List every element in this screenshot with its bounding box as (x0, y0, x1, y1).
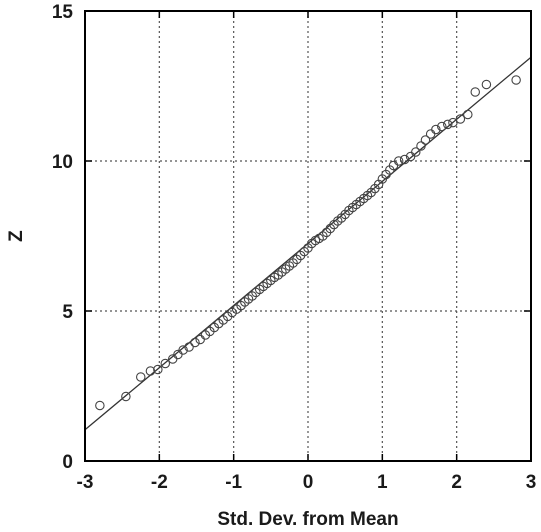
data-point (470, 87, 480, 97)
data-point (511, 75, 521, 85)
x-tick-label: 1 (377, 472, 388, 493)
data-point (455, 114, 466, 124)
data-point (442, 119, 453, 130)
data-point (95, 400, 105, 411)
data-point (145, 366, 156, 376)
data-point (393, 156, 404, 166)
data-point (481, 79, 492, 90)
x-tick-label: 2 (451, 472, 462, 493)
x-tick-label: -3 (77, 472, 94, 493)
data-point (160, 358, 171, 369)
grid (85, 11, 531, 461)
data-point (178, 345, 188, 355)
data-point (399, 154, 410, 165)
data-point (153, 364, 163, 375)
data-point (416, 141, 426, 151)
x-tick-label: -1 (225, 472, 242, 493)
data-point (411, 147, 421, 157)
data-point (463, 109, 473, 120)
data-point (425, 129, 436, 139)
x-tick-label: -2 (151, 472, 168, 493)
data-point (136, 372, 146, 382)
y-axis-label: Z (6, 230, 27, 242)
x-tick-label: 0 (303, 472, 314, 493)
data-point (437, 121, 447, 132)
y-tick-label: 15 (52, 2, 74, 23)
data-point (431, 124, 441, 135)
data-point (184, 342, 194, 352)
data-point (121, 391, 131, 402)
tick-labels: -3 -2 -1 0 1 2 3 0 5 10 15 (52, 2, 536, 493)
x-axis-label: Std. Dev. from Mean (217, 509, 398, 530)
y-tick-label: 0 (62, 452, 73, 473)
ticks (84, 10, 532, 462)
y-tick-label: 10 (52, 152, 73, 173)
y-tick-label: 5 (62, 302, 73, 323)
data-point (190, 337, 200, 348)
data-point (420, 135, 431, 145)
data-point (448, 117, 458, 128)
x-tick-label: 3 (526, 472, 537, 493)
data-points (95, 75, 521, 411)
